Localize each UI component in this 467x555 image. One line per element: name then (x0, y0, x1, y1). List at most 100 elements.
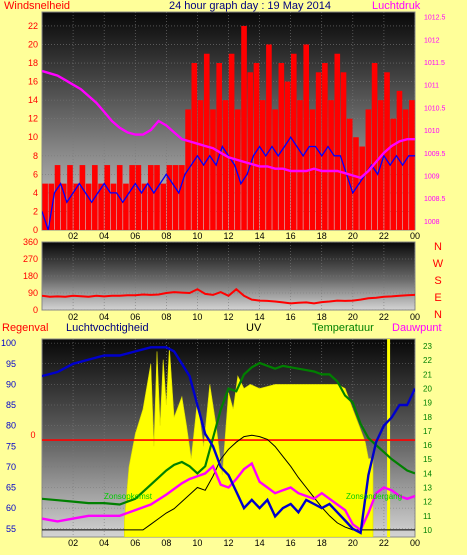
x-tick-label: 22 (379, 312, 389, 322)
x-tick-label: 06 (130, 312, 140, 322)
humidity-tick-label: 70 (6, 462, 16, 472)
pressure-tick-label: 1010.5 (424, 105, 446, 112)
wind-bar (166, 165, 173, 230)
temperature-tick-label: 12 (423, 498, 432, 507)
direction-tick-label: 270 (23, 254, 38, 264)
compass-label: N (434, 241, 442, 253)
wind-tick-label: 2 (33, 206, 38, 216)
pressure-tick-label: 1011 (424, 83, 439, 90)
temperature-tick-label: 19 (423, 399, 432, 408)
wind-tick-label: 4 (33, 188, 38, 198)
wind-bar (247, 72, 254, 230)
temperature-tick-label: 18 (423, 413, 432, 422)
wind-bar (216, 63, 222, 230)
wind-bar (409, 100, 415, 230)
pressure-tick-label: 1012.5 (424, 15, 446, 22)
x-tick-label: 10 (192, 312, 202, 322)
humidity-line (42, 346, 415, 535)
wind-tick-label: 6 (33, 169, 38, 179)
wind-tick-label: 12 (28, 114, 38, 124)
wind-y-ticks: 0 2 4 6 8 10 12 14 16 18 20 22 (28, 21, 38, 235)
x-tick-label: 12 (223, 538, 233, 548)
humidity-tick-label: 95 (6, 359, 16, 369)
wind-tick-label: 14 (28, 95, 38, 105)
x-tick-label: 08 (161, 312, 171, 322)
wind-bar (402, 109, 409, 230)
temperature-tick-label: 13 (423, 484, 432, 493)
pressure-tick-label: 1009.5 (424, 151, 446, 158)
wind-tick-label: 8 (33, 151, 38, 161)
wind-bar (147, 165, 154, 230)
uv-label: UV (246, 322, 262, 334)
chart-title: 24 hour graph day : 19 May 2014 (169, 0, 331, 12)
x-tick-label: 16 (286, 231, 296, 241)
x-tick-label: 20 (348, 231, 358, 241)
x-tick-label: 14 (255, 312, 265, 322)
temperature-y-ticks: 10 11 12 13 14 15 16 17 18 19 20 21 22 23 (423, 342, 432, 535)
wind-bar (141, 183, 148, 230)
humidity-y-ticks: 55 60 65 70 75 80 85 90 95 100 (1, 338, 16, 534)
x-tick-label: 22 (379, 538, 389, 548)
sunrise-label: Zonsopkomst (104, 492, 153, 501)
wind-tick-label: 20 (28, 39, 38, 49)
wind-bar (210, 109, 216, 230)
x-tick-label: 20 (348, 312, 358, 322)
wind-bar (135, 165, 142, 230)
wind-bar (284, 81, 291, 230)
x-tick-label: 00 (410, 312, 420, 322)
panel2-grid (42, 242, 415, 310)
x-tick-label: 00 (410, 538, 420, 548)
humidity-label: Luchtvochtigheid (66, 322, 149, 334)
wind-bar (266, 44, 272, 230)
x-tick-label: 02 (68, 312, 78, 322)
wind-bar (60, 183, 67, 230)
pressure-tick-label: 1010 (424, 128, 440, 135)
x-tick-label: 14 (255, 538, 265, 548)
x-tick-label: 18 (317, 312, 327, 322)
x-tick-label: 16 (286, 312, 296, 322)
uv-line (42, 434, 415, 531)
direction-y-ticks: 0 90 180 270 360 (23, 237, 38, 315)
direction-tick-label: 90 (28, 288, 38, 298)
panel2-x-ticks: 02 04 06 08 10 12 14 16 18 20 22 00 (68, 312, 420, 322)
x-tick-label: 06 (130, 538, 140, 548)
wind-bar (172, 165, 179, 230)
pressure-tick-label: 1012 (424, 37, 440, 44)
x-tick-label: 08 (161, 231, 171, 241)
wind-bar (154, 165, 160, 230)
wind-bar (371, 63, 378, 230)
pressure-tick-label: 1011.5 (424, 60, 445, 67)
x-tick-label: 20 (348, 538, 358, 548)
direction-tick-label: 360 (23, 237, 38, 247)
compass-label: S (434, 275, 441, 287)
wind-bar (359, 146, 365, 230)
pressure-tick-label: 1008 (424, 219, 440, 226)
wind-tick-label: 16 (28, 77, 38, 87)
compass-label: N (434, 309, 442, 321)
humidity-tick-label: 90 (6, 379, 16, 389)
direction-tick-label: 180 (23, 271, 38, 281)
wind-direction-line (42, 287, 415, 305)
x-tick-label: 12 (223, 312, 233, 322)
humidity-tick-label: 85 (6, 400, 16, 410)
x-tick-label: 12 (223, 231, 233, 241)
weather-panel: Zonsopkomst Zonsondergang 0 55 60 65 70 75 80… (1, 338, 432, 548)
temperature-tick-label: 17 (423, 427, 432, 436)
x-tick-label: 02 (68, 538, 78, 548)
wind-axis-label: Windsnelheid (4, 0, 70, 12)
wind-bar (85, 183, 92, 230)
panel3-x-ticks: 02 04 06 08 10 12 14 16 18 20 22 00 (68, 538, 420, 548)
wind-bar (328, 100, 334, 230)
x-tick-label: 10 (192, 538, 202, 548)
wind-bar (340, 72, 347, 230)
x-tick-label: 04 (99, 231, 109, 241)
wind-tick-label: 10 (28, 132, 38, 142)
wind-bar (179, 165, 185, 230)
x-tick-label: 18 (317, 231, 327, 241)
gust-line (42, 136, 415, 230)
wind-bar (129, 165, 135, 230)
x-tick-label: 04 (99, 312, 109, 322)
wind-bar (222, 100, 229, 230)
